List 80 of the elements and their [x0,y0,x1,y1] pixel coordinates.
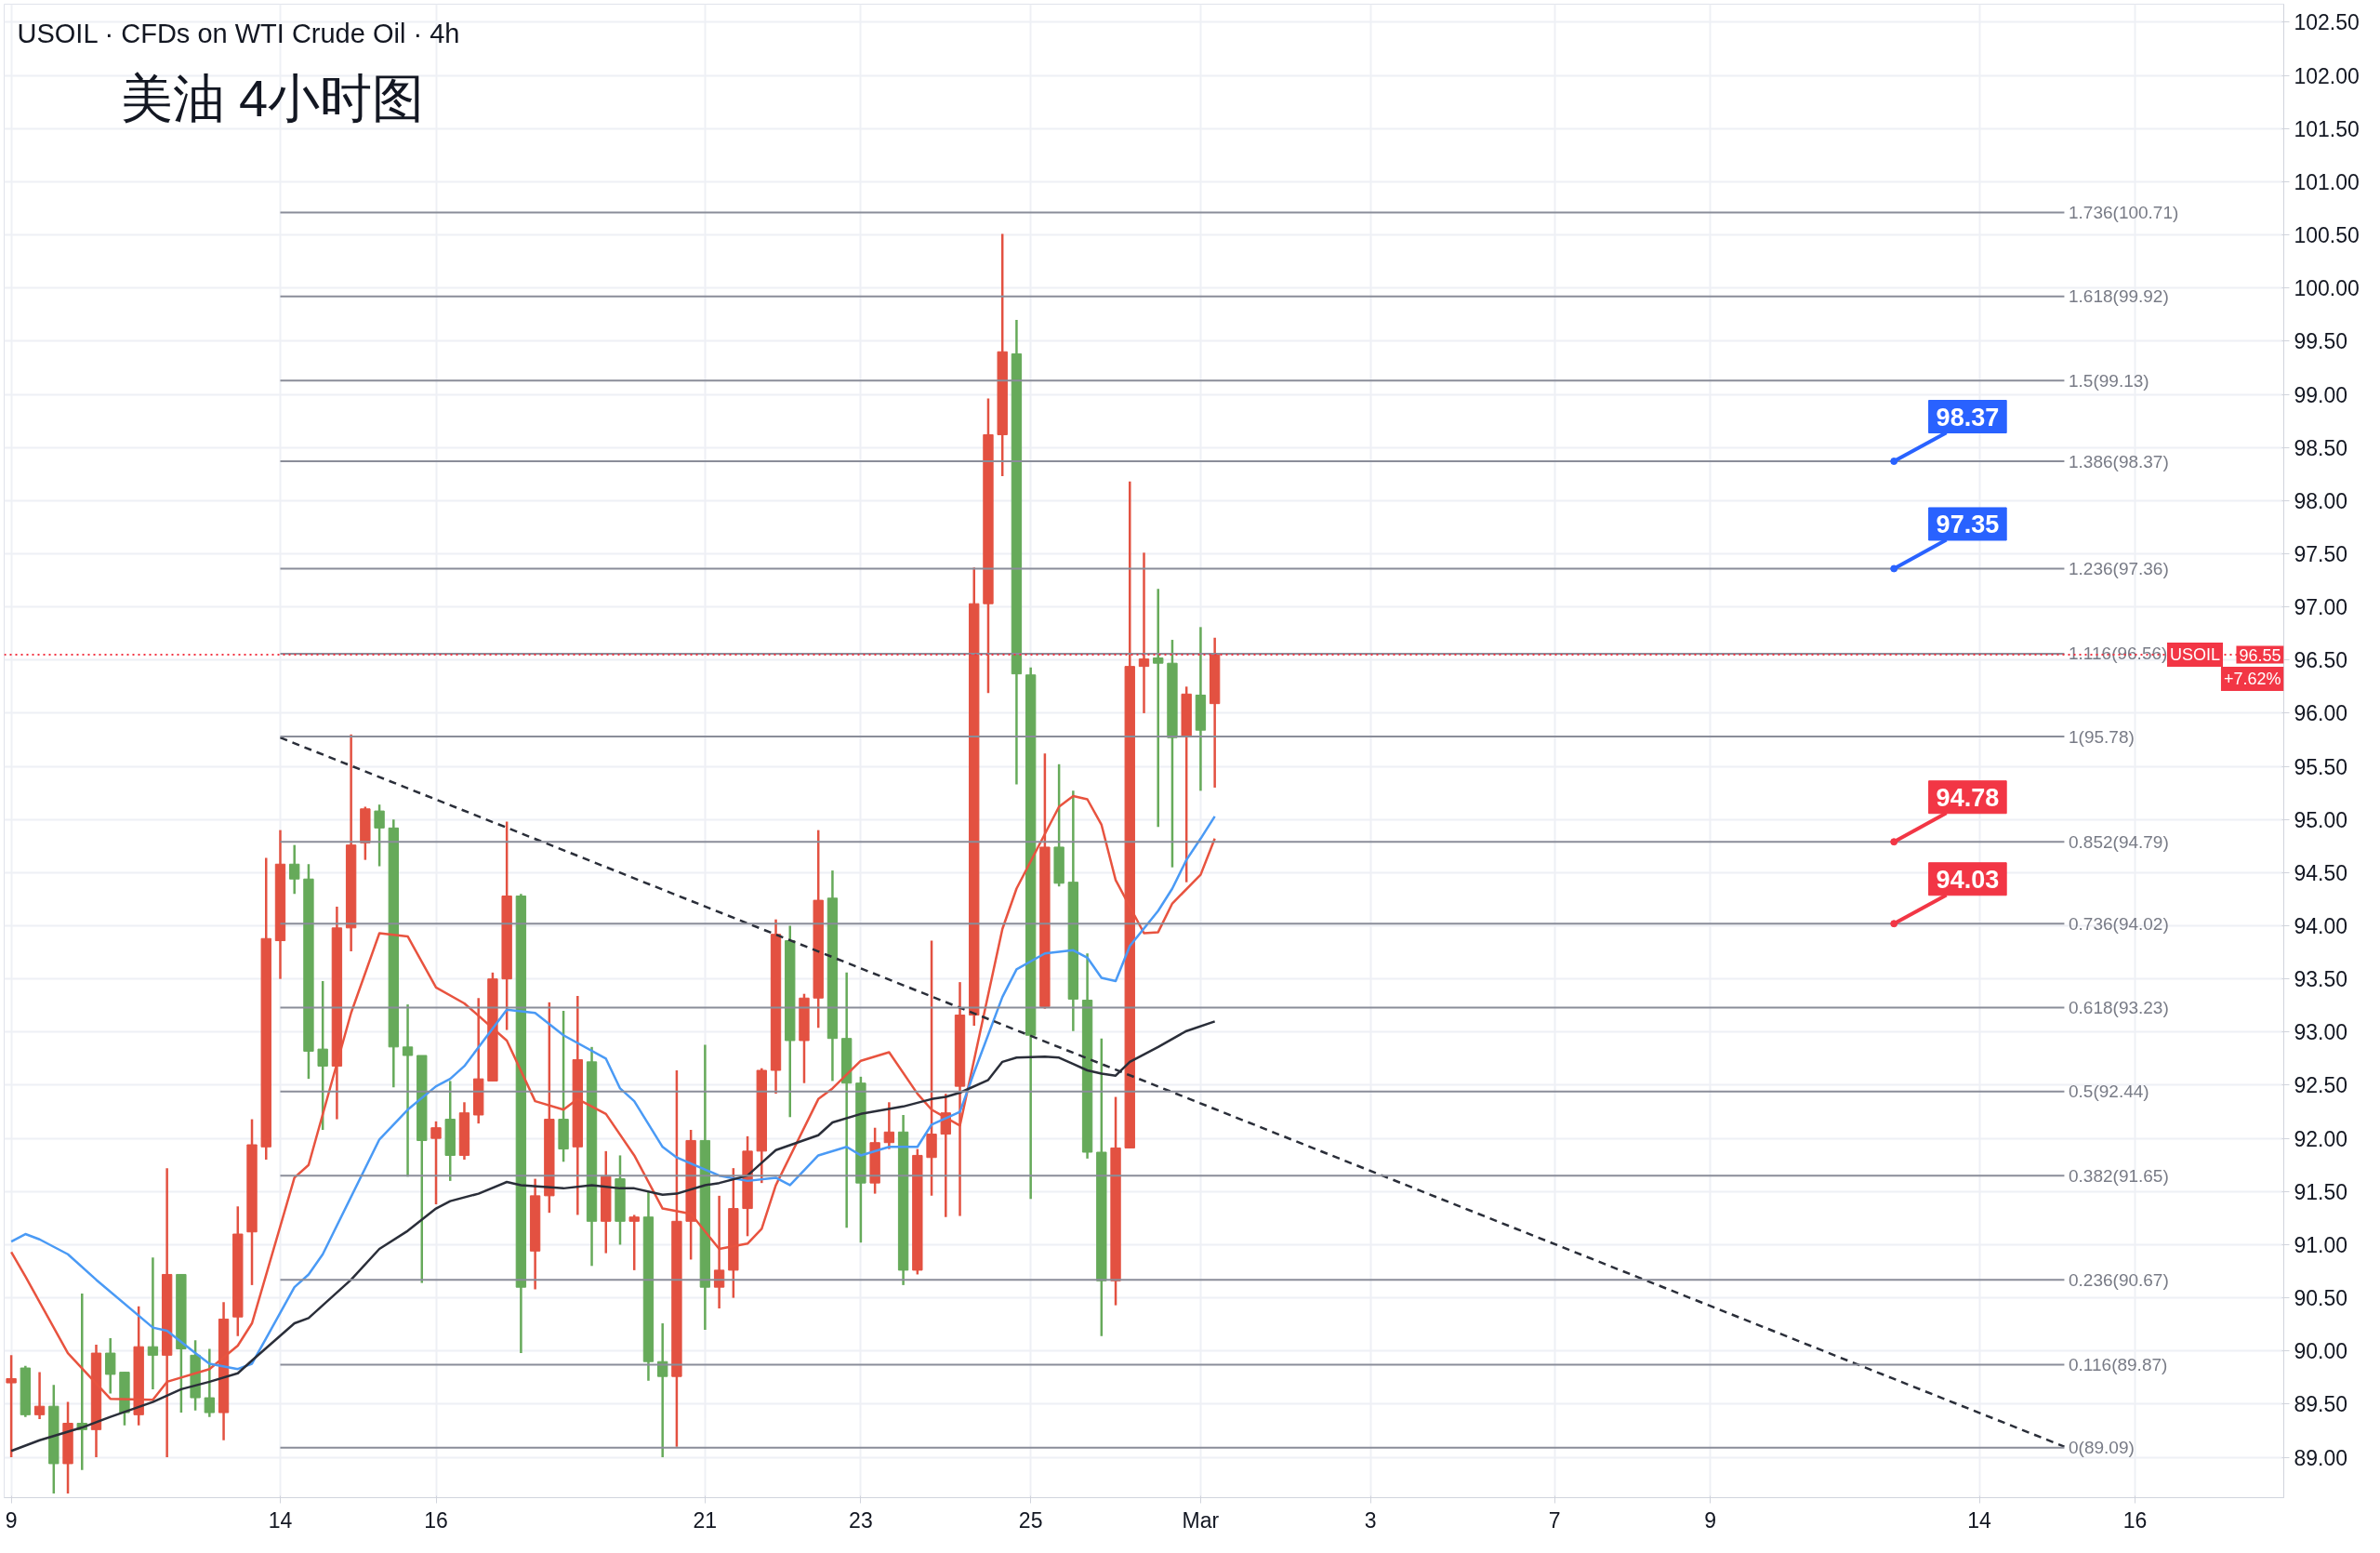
ref-line-label: 0.5(92.44) [2069,1082,2149,1102]
y-tick-label: 101.00 [2294,169,2360,194]
x-tick-label: 14 [1967,1507,1992,1533]
x-tick-label: 3 [1364,1507,1377,1533]
x-tick-label: 7 [1548,1507,1561,1533]
annotation: 94.78 [1936,783,2000,812]
candlestick [317,979,328,1132]
ref-line-label: 0.116(89.87) [2069,1355,2168,1375]
y-tick-label: 97.00 [2294,595,2348,620]
x-tick-label: 9 [5,1507,18,1533]
candlestick [105,1336,116,1395]
y-tick-label: 95.00 [2294,807,2348,832]
candlestick [374,803,385,868]
candlestick [289,843,300,896]
y-tick-label: 100.50 [2294,223,2360,248]
y-tick-label: 99.50 [2294,329,2348,354]
y-tick-label: 94.50 [2294,860,2348,885]
ref-line-label: 0.736(94.02) [2069,913,2169,934]
y-tick-label: 89.50 [2294,1392,2348,1417]
annotation: 96.55 [2239,645,2281,665]
candlestick [628,1214,640,1272]
y-tick-label: 96.50 [2294,648,2348,673]
y-tick-label: 99.00 [2294,382,2348,407]
candlestick [657,1321,668,1459]
candlestick [1153,587,1164,829]
annotation: 97.35 [1936,510,2000,538]
candlestick [430,1120,442,1206]
candlestick [713,1194,725,1310]
ref-line-label: 1.386(98.37) [2069,451,2169,471]
candlestick [926,939,937,1198]
annotation: 94.03 [1936,865,2000,894]
ref-line-label: 0(89.09) [2069,1438,2135,1458]
ref-line-label: USOIL [2169,645,2221,665]
y-tick-label: 101.50 [2294,116,2360,141]
x-tick-label: 16 [424,1507,448,1533]
ref-line-label: 1.736(100.71) [2069,203,2179,223]
y-tick-label: 102.00 [2294,63,2360,88]
text: USOIL · CFDs on WTI Crude Oil · 4h [17,18,460,48]
candlestick [1138,551,1150,715]
candlestick [33,1371,46,1421]
ref-line-label: 1(95.78) [2069,726,2135,747]
ref-line-label: 1.618(99.92) [2069,286,2169,307]
y-tick-label: 100.00 [2294,276,2360,301]
x-tick-label: 25 [1018,1507,1043,1533]
candlestick [883,1101,895,1150]
y-tick-label: 92.50 [2294,1073,2348,1098]
ref-line-label: 0.618(93.23) [2069,998,2169,1018]
y-tick-label: 93.00 [2294,1020,2348,1045]
ref-line-label: 0.852(94.79) [2069,831,2169,852]
ref-line-label: 0.236(90.67) [2069,1269,2169,1290]
ref-line-label: 1.5(99.13) [2069,370,2149,391]
annotation: 98.37 [1936,403,2000,431]
y-tick-label: 98.50 [2294,435,2348,460]
x-tick-label: 23 [849,1507,873,1533]
y-tick-label: 90.50 [2294,1286,2348,1311]
candlestick [204,1347,216,1418]
y-tick-label: 91.50 [2294,1179,2348,1204]
candlestick [6,1354,17,1459]
y-tick-label: 98.00 [2294,488,2348,513]
x-tick-label: 16 [2122,1507,2148,1533]
text: 美油 4小时图 [120,69,425,127]
y-tick-label: 102.50 [2294,10,2360,35]
x-tick-label: 14 [268,1507,293,1533]
y-tick-label: 91.00 [2294,1232,2348,1257]
x-tick-label: Mar [1182,1507,1220,1533]
y-tick-label: 97.50 [2294,541,2348,566]
y-tick-label: 96.00 [2294,701,2348,726]
ref-line-label: 1.116(96.56) [2069,644,2168,664]
candlestick [147,1255,159,1391]
y-tick-label: 90.00 [2294,1339,2348,1364]
y-tick-label: 95.50 [2294,754,2348,779]
y-tick-label: 92.00 [2294,1126,2348,1151]
ref-line-label: 1.236(97.36) [2069,558,2169,578]
x-tick-label: 9 [1704,1507,1717,1533]
y-tick-label: 89.00 [2294,1445,2348,1470]
annotation: +7.62% [2223,670,2281,689]
x-tick-label: 21 [693,1507,718,1533]
y-tick-label: 94.00 [2294,914,2348,939]
y-tick-label: 93.50 [2294,967,2348,992]
ref-line-label: 0.382(91.65) [2069,1165,2169,1186]
